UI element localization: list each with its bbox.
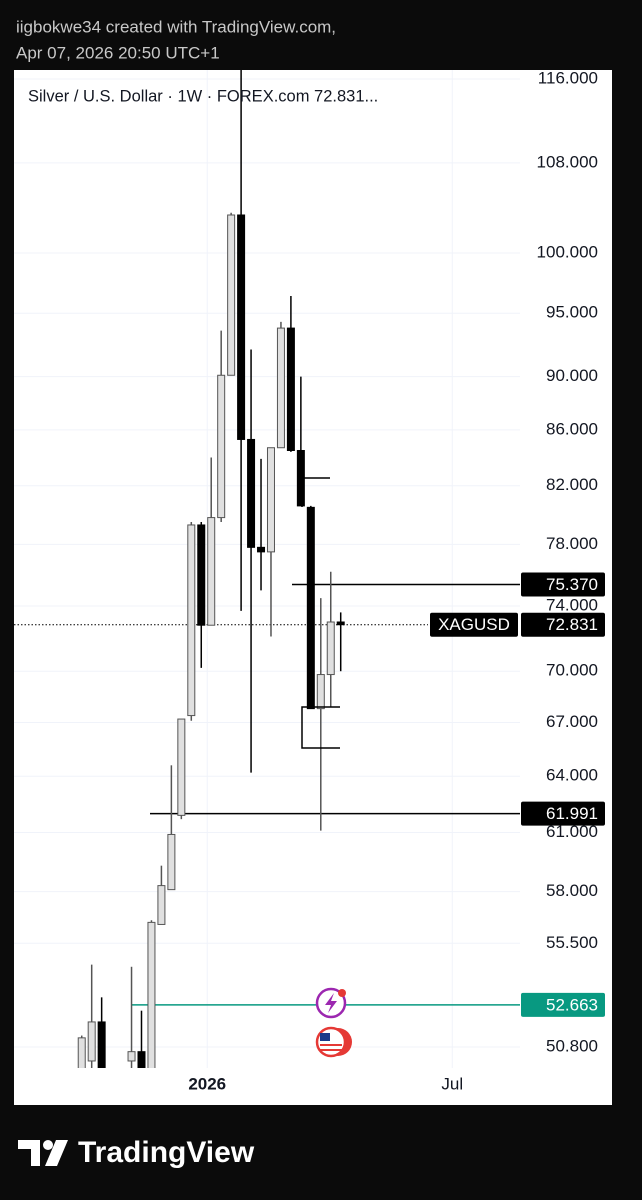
candle-body	[157, 885, 166, 925]
price-label: 61.991	[546, 804, 598, 823]
candle-body	[286, 327, 295, 451]
price-label: 72.831	[546, 615, 598, 634]
candle-body	[326, 621, 335, 676]
candle-body	[187, 524, 196, 717]
y-tick-label: 86.000	[546, 419, 598, 438]
event-icon	[325, 993, 337, 1013]
candle-body	[127, 1051, 136, 1062]
candle-body	[87, 1021, 96, 1062]
candle-body	[177, 718, 186, 816]
candle-body	[257, 546, 266, 553]
x-tick-label: 2026	[188, 1074, 226, 1093]
candle-body	[227, 214, 236, 376]
y-tick-label: 55.500	[546, 933, 598, 952]
y-tick-label: 67.000	[546, 712, 598, 731]
y-tick-label: 78.000	[546, 534, 598, 553]
y-tick-label: 100.000	[537, 243, 598, 262]
logo	[18, 1140, 68, 1166]
y-tick-label: 116.000	[538, 69, 598, 88]
bracket	[301, 477, 330, 507]
logo-mark	[45, 1140, 68, 1166]
y-tick-label: 95.000	[546, 303, 598, 322]
logo-mark	[18, 1140, 40, 1166]
price-label: 52.663	[546, 995, 598, 1014]
event-icons	[315, 987, 352, 1058]
y-tick-label: 50.800	[546, 1037, 598, 1056]
y-tick-label: 70.000	[546, 661, 598, 680]
candle-body	[207, 517, 216, 626]
y-tick-label: 82.000	[546, 475, 598, 494]
header-line: Apr 07, 2026 20:50 UTC+1	[16, 43, 220, 62]
candle-body	[97, 1021, 106, 1068]
event-icon	[338, 989, 346, 997]
y-tick-label: 74.000	[546, 596, 598, 615]
brand: TradingView	[78, 1136, 255, 1169]
y-tick-label: 90.000	[546, 366, 598, 385]
legend: Silver / U.S. Dollar · 1W · FOREX.com 72…	[28, 87, 378, 105]
header-line: iigbokwe34 created with TradingView.com,	[16, 17, 336, 36]
candle-body	[276, 327, 285, 449]
y-tick-label: 64.000	[546, 766, 598, 785]
candle-body	[266, 447, 275, 553]
y-tick-label: 108.000	[537, 152, 598, 171]
event-icon	[315, 1026, 347, 1058]
candle-body	[147, 921, 156, 1068]
candle-body	[247, 438, 256, 548]
candle-body	[137, 1051, 146, 1068]
price-label-box	[521, 572, 605, 597]
event-icon	[320, 1033, 330, 1041]
price-label: 75.370	[546, 575, 598, 594]
candle-body	[306, 506, 315, 710]
drawings	[301, 477, 340, 749]
x-tick-label: Jul	[441, 1074, 463, 1093]
price-label-box	[521, 801, 605, 826]
candle-body	[167, 833, 176, 891]
candle-body	[197, 524, 206, 626]
price-label-box	[521, 992, 605, 1017]
candle-body	[336, 621, 345, 626]
y-tick-label: 61.000	[546, 822, 598, 841]
y-tick-label: 58.000	[546, 881, 598, 900]
logo-mark	[43, 1140, 53, 1150]
candle-body	[217, 374, 226, 519]
candle-body	[237, 214, 246, 440]
candle-body	[77, 1037, 86, 1068]
price-label-box	[521, 612, 605, 637]
symbol-box	[430, 612, 518, 637]
symbol-label: XAGUSD	[438, 615, 510, 634]
candle-body	[316, 674, 325, 710]
bracket	[301, 706, 340, 749]
